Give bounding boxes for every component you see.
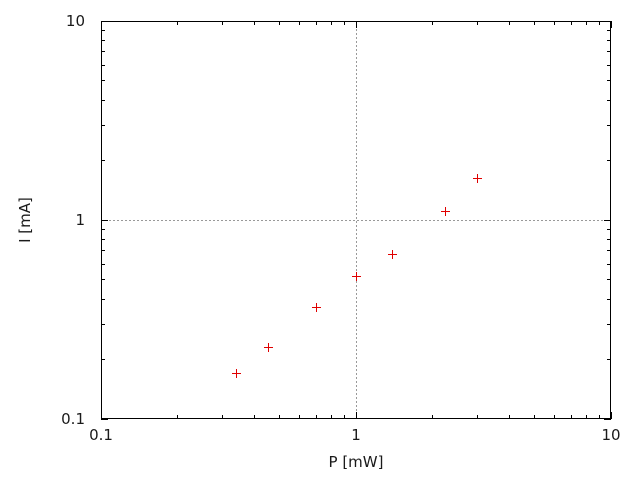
data-point: [351, 272, 361, 281]
x-axis-tick: [610, 412, 612, 419]
y-axis-tick: [101, 418, 108, 420]
y-axis-tick-mirror: [607, 250, 611, 252]
data-point: [473, 174, 483, 184]
y-tick-label: 1: [75, 211, 85, 229]
y-axis-tick-mirror: [607, 29, 611, 31]
x-tick-label: 10: [601, 426, 621, 444]
x-axis-tick: [355, 412, 357, 419]
y-tick-label: 10: [65, 12, 85, 30]
x-axis-tick-mirror: [330, 21, 332, 25]
y-axis-tick-mirror: [607, 99, 611, 101]
x-tick-label: 1: [351, 426, 361, 444]
y-axis-tick: [101, 323, 105, 325]
x-axis-tick: [553, 415, 555, 419]
x-axis-tick-mirror: [533, 21, 535, 25]
x-axis-tick-mirror: [343, 21, 345, 25]
x-axis-tick-mirror: [355, 21, 357, 28]
x-axis-tick: [477, 415, 479, 419]
y-axis-tick-mirror: [607, 124, 611, 126]
x-axis-tick-mirror: [610, 21, 612, 28]
y-axis-tick: [101, 29, 105, 31]
x-axis-tick-mirror: [298, 21, 300, 25]
y-axis-tick: [101, 39, 105, 41]
y-axis-tick-mirror: [604, 219, 611, 221]
x-axis-tick: [598, 415, 600, 419]
x-axis-tick: [533, 415, 535, 419]
x-axis-tick: [222, 415, 224, 419]
x-axis-tick-mirror: [477, 21, 479, 25]
y-axis-tick-mirror: [607, 298, 611, 300]
y-axis-tick: [101, 80, 105, 82]
y-axis-tick: [101, 358, 105, 360]
x-axis-tick: [585, 415, 587, 419]
x-axis-tick: [432, 415, 434, 419]
y-axis-tick: [101, 263, 105, 265]
x-axis-tick-mirror: [222, 21, 224, 25]
data-point: [264, 342, 274, 352]
y-axis-tick: [101, 279, 105, 281]
y-axis-tick: [101, 219, 108, 221]
y-axis-tick-mirror: [607, 263, 611, 265]
y-axis-tick-mirror: [607, 279, 611, 281]
y-axis-tick: [101, 238, 105, 240]
y-axis-tick-mirror: [607, 39, 611, 41]
gridline-y-1: [101, 219, 611, 221]
y-axis-tick: [101, 20, 108, 22]
x-axis-tick-mirror: [254, 21, 256, 25]
y-axis-tick-mirror: [607, 358, 611, 360]
data-point: [387, 250, 397, 260]
x-axis-tick: [254, 415, 256, 419]
x-axis-tick: [278, 415, 280, 419]
x-axis-tick: [509, 415, 511, 419]
y-axis-tick-mirror: [607, 80, 611, 82]
x-axis-tick-mirror: [571, 21, 572, 25]
x-axis-tick-mirror: [598, 21, 600, 25]
y-axis-tick: [101, 124, 105, 126]
x-axis-title: P [mW]: [328, 453, 384, 471]
data-point: [312, 302, 321, 312]
y-axis-tick-mirror: [604, 418, 611, 420]
x-axis-tick: [571, 415, 572, 419]
y-axis-tick-mirror: [607, 323, 611, 325]
x-axis-tick-mirror: [585, 21, 587, 25]
y-axis-tick-mirror: [607, 228, 611, 230]
y-tick-label: 0.1: [61, 410, 85, 428]
data-point: [232, 368, 242, 378]
data-point: [441, 207, 451, 217]
y-axis-tick: [101, 228, 105, 230]
y-axis-tick-mirror: [607, 51, 611, 53]
y-axis-tick: [101, 64, 105, 66]
x-axis-tick: [100, 412, 102, 419]
y-axis-tick: [101, 51, 105, 53]
y-axis-tick: [101, 99, 105, 101]
y-axis-tick: [101, 159, 105, 161]
x-axis-tick: [316, 415, 317, 419]
y-axis-tick-mirror: [607, 159, 611, 161]
x-axis-tick-mirror: [553, 21, 555, 25]
x-axis-tick-mirror: [316, 21, 317, 25]
x-axis-tick: [330, 415, 332, 419]
x-axis-tick: [177, 415, 179, 419]
y-axis-tick: [101, 298, 105, 300]
x-tick-label: 0.1: [89, 426, 113, 444]
x-axis-tick-mirror: [177, 21, 179, 25]
y-axis-tick-mirror: [607, 64, 611, 66]
y-axis-tick-mirror: [604, 20, 611, 22]
x-axis-tick: [298, 415, 300, 419]
x-axis-tick-mirror: [509, 21, 511, 25]
y-axis-tick: [101, 250, 105, 252]
x-axis-tick: [343, 415, 345, 419]
y-axis-tick-mirror: [607, 238, 611, 240]
x-axis-tick-mirror: [100, 21, 102, 28]
x-axis-tick-mirror: [278, 21, 280, 25]
x-axis-tick-mirror: [432, 21, 434, 25]
